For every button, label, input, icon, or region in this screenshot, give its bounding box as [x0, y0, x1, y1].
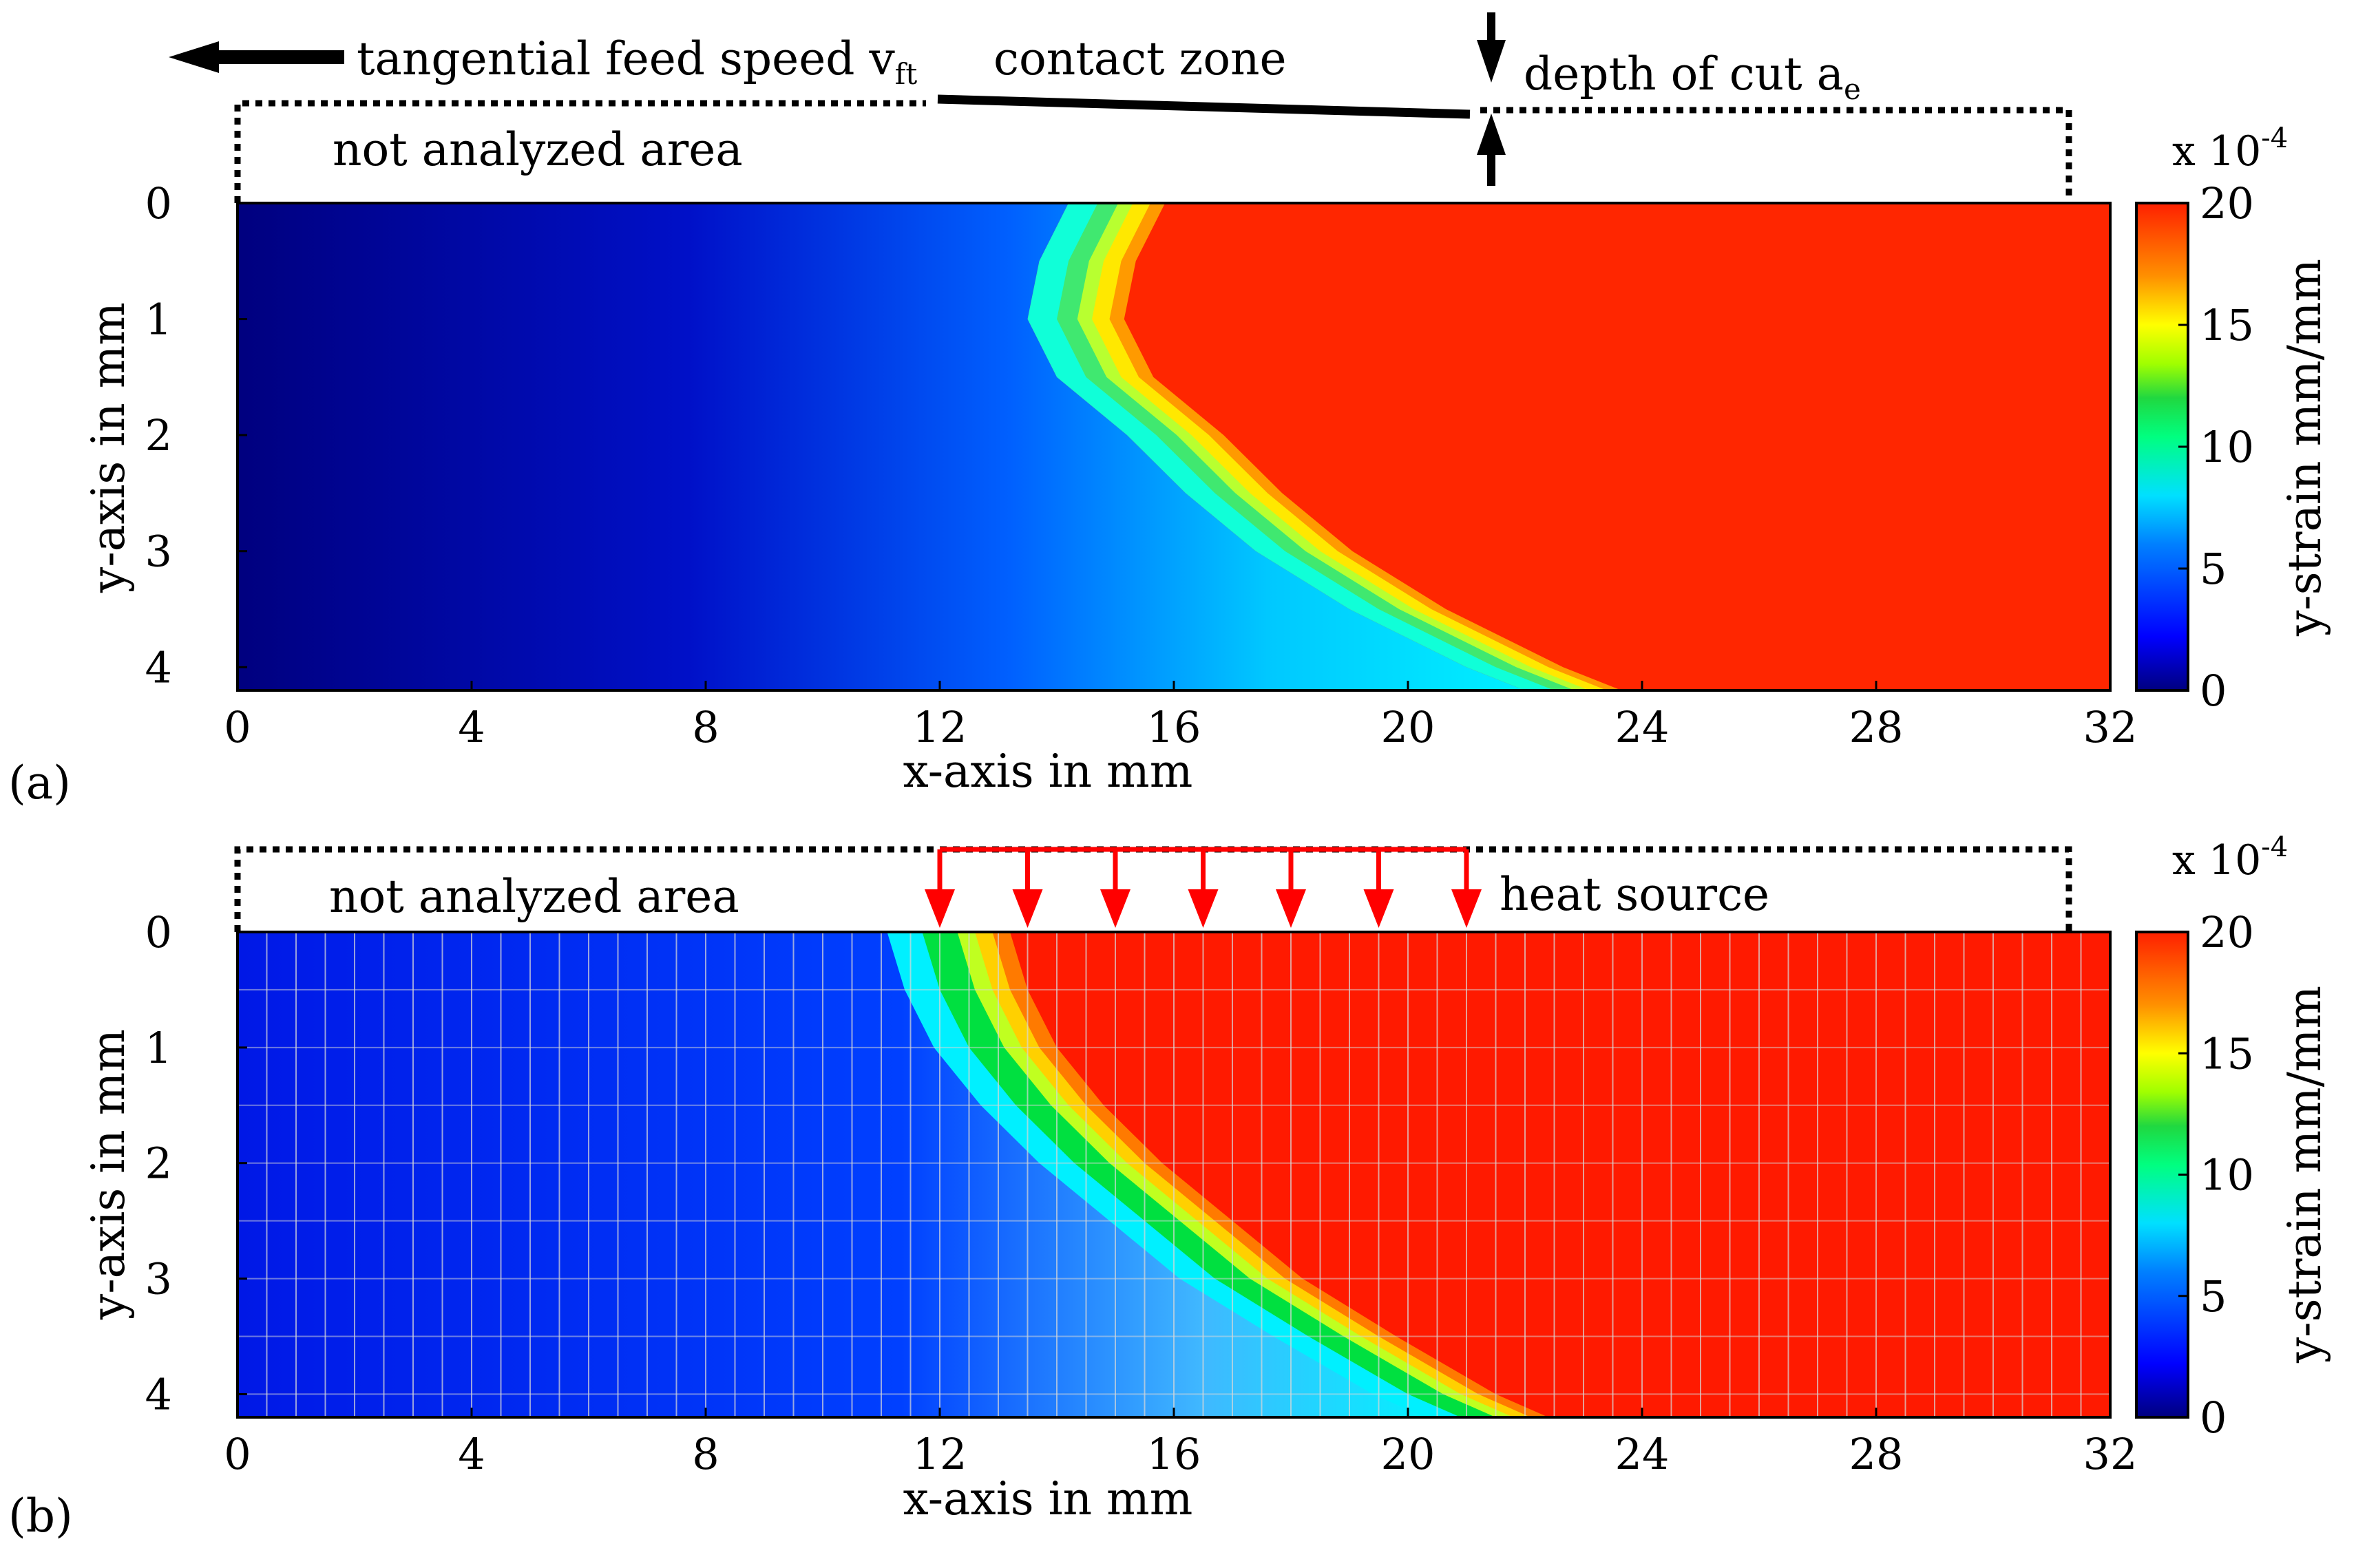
- heatmap-a: [238, 203, 2110, 690]
- colorbar-scale-a: x 10-4: [2172, 123, 2288, 176]
- heat-source-arrows: [925, 847, 1482, 928]
- colorbar-label-a: y-strain mm/mm: [2278, 259, 2331, 637]
- contact-zone-label: contact zone: [993, 32, 1287, 85]
- x-tick-label: 12: [913, 702, 967, 752]
- x-tick-label: 4: [458, 702, 485, 752]
- heat-source-arrowhead: [1188, 889, 1219, 928]
- x-tick-label: 8: [692, 702, 719, 752]
- strain-band-6: [1124, 203, 2110, 690]
- heat-source-arrowhead: [1451, 889, 1482, 928]
- feed-direction-arrow: [169, 41, 344, 73]
- colorbar-tick-label: 15: [2200, 300, 2254, 350]
- heat-source-arrowhead: [1012, 889, 1043, 928]
- colorbar-tick-label: 10: [2200, 422, 2254, 472]
- x-tick-label: 0: [224, 1429, 251, 1479]
- heatmap-b: [238, 932, 2110, 1417]
- x-tick-label: 24: [1615, 1429, 1670, 1479]
- panel-label-b: (b): [8, 1490, 73, 1543]
- x-tick-label: 24: [1615, 702, 1670, 752]
- not-analyzed-box-a: [234, 100, 2072, 203]
- strain-band-0: [238, 203, 1525, 690]
- y-tick-label: 2: [145, 1138, 172, 1189]
- x-axis-label-b: x-axis in mm: [903, 1472, 1193, 1525]
- x-tick-label: 32: [2083, 702, 2138, 752]
- y-tick-label: 1: [145, 295, 172, 345]
- x-tick-label: 20: [1381, 702, 1435, 752]
- x-tick-label: 4: [458, 1429, 485, 1479]
- depth-of-cut-label: depth of cut ae: [1524, 47, 1861, 106]
- colorbar-tick-label: 15: [2200, 1028, 2254, 1079]
- x-tick-label: 28: [1849, 702, 1904, 752]
- panel-b: not analyzed area heat source 0 4 8 12 16 20 2…: [8, 831, 2331, 1543]
- x-tick-label: 12: [913, 1429, 967, 1479]
- x-tick-label: 28: [1849, 1429, 1904, 1479]
- not-analyzed-label-b: not analyzed area: [329, 870, 739, 923]
- depth-of-cut-arrows: [1477, 12, 1506, 186]
- heat-source-arrowhead: [1363, 889, 1394, 928]
- x-tick-label: 8: [692, 1429, 719, 1479]
- x-tick-label: 0: [224, 702, 251, 752]
- x-tick-label: 16: [1147, 702, 1201, 752]
- colorbar-scale-b: x 10-4: [2172, 831, 2288, 884]
- panel-label-a: (a): [8, 756, 71, 809]
- colorbar-tick-label: 0: [2200, 666, 2227, 716]
- heat-source-arrowhead: [925, 889, 955, 928]
- heat-source-arrowhead: [1276, 889, 1306, 928]
- feed-speed-label: tangential feed speed vft: [357, 32, 917, 91]
- not-analyzed-label-a: not analyzed area: [333, 123, 743, 176]
- y-tick-label: 0: [145, 178, 172, 229]
- y-tick-label: 3: [145, 1254, 172, 1304]
- colorbar-tick-label: 5: [2200, 1271, 2227, 1322]
- x-tick-label: 16: [1147, 1429, 1201, 1479]
- contact-zone-line: [937, 94, 1471, 119]
- heat-source-arrowhead: [1100, 889, 1130, 928]
- x-axis-label-a: x-axis in mm: [903, 745, 1193, 798]
- x-tick-label: 20: [1381, 1429, 1435, 1479]
- colorbar-label-b: y-strain mm/mm: [2278, 986, 2331, 1364]
- colorbar-ticks-b: 0 5 10 15 20: [2178, 907, 2254, 1443]
- y-tick-label: 4: [145, 1369, 172, 1419]
- x-tick-label: 32: [2083, 1429, 2138, 1479]
- colorbar-tick-label: 5: [2200, 544, 2227, 594]
- y-tick-label: 3: [145, 527, 172, 577]
- colorbar-tick-label: 0: [2200, 1392, 2227, 1443]
- panel-a: tangential feed speed vft contact zone d…: [8, 12, 2331, 809]
- y-tick-label: 1: [145, 1023, 172, 1073]
- y-tick-label: 0: [145, 907, 172, 957]
- colorbar-ticks-a: 0 5 10 15 20: [2178, 178, 2254, 716]
- y-tick-label: 2: [145, 410, 172, 460]
- y-axis-label-b: y-axis in mm: [82, 1029, 135, 1320]
- colorbar-tick-label: 20: [2200, 178, 2254, 229]
- colorbar-tick-label: 20: [2200, 907, 2254, 957]
- y-axis-label-a: y-axis in mm: [82, 302, 135, 593]
- strain-band-0: [238, 932, 1443, 1417]
- strain-band-6: [1010, 932, 2110, 1417]
- y-tick-label: 4: [145, 642, 172, 692]
- heat-source-label: heat source: [1500, 868, 1769, 921]
- colorbar-tick-label: 10: [2200, 1150, 2254, 1200]
